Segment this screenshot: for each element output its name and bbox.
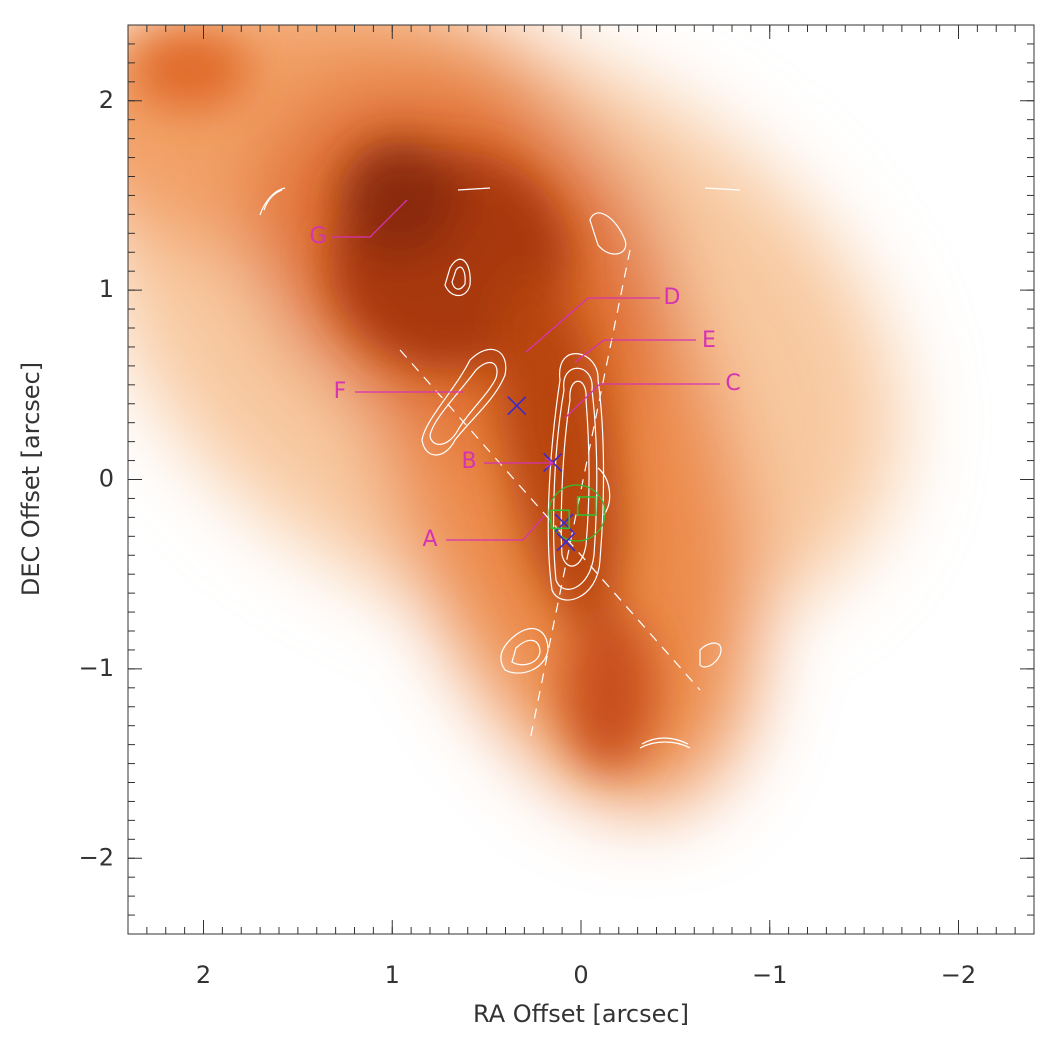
annotation: F xyxy=(334,379,347,404)
chart: G F DEC B A RA Offset [arcsec] DEC Offset [a… xyxy=(0,0,1044,1042)
y-tick-label: 1 xyxy=(99,275,114,303)
x-tick-label: −1 xyxy=(752,961,787,989)
nebula-image xyxy=(1,0,1034,934)
x-tick-label: 2 xyxy=(196,961,211,989)
x-tick-label: 1 xyxy=(385,961,400,989)
annotation: E xyxy=(702,328,716,353)
y-tick-label: 0 xyxy=(99,465,114,493)
annotation: G xyxy=(309,224,326,249)
y-axis-label: DEC Offset [arcsec] xyxy=(17,362,45,596)
x-axis-label: RA Offset [arcsec] xyxy=(473,1000,689,1028)
annotation: A xyxy=(422,527,437,552)
x-tick-label: 0 xyxy=(573,961,588,989)
y-tick-label: −2 xyxy=(79,843,114,871)
y-tick-label: −1 xyxy=(79,654,114,682)
annotation: D xyxy=(664,285,681,310)
annotation: B xyxy=(461,449,476,474)
annotation: C xyxy=(725,371,740,396)
y-tick-label: 2 xyxy=(99,86,114,114)
x-tick-label: −2 xyxy=(941,961,976,989)
